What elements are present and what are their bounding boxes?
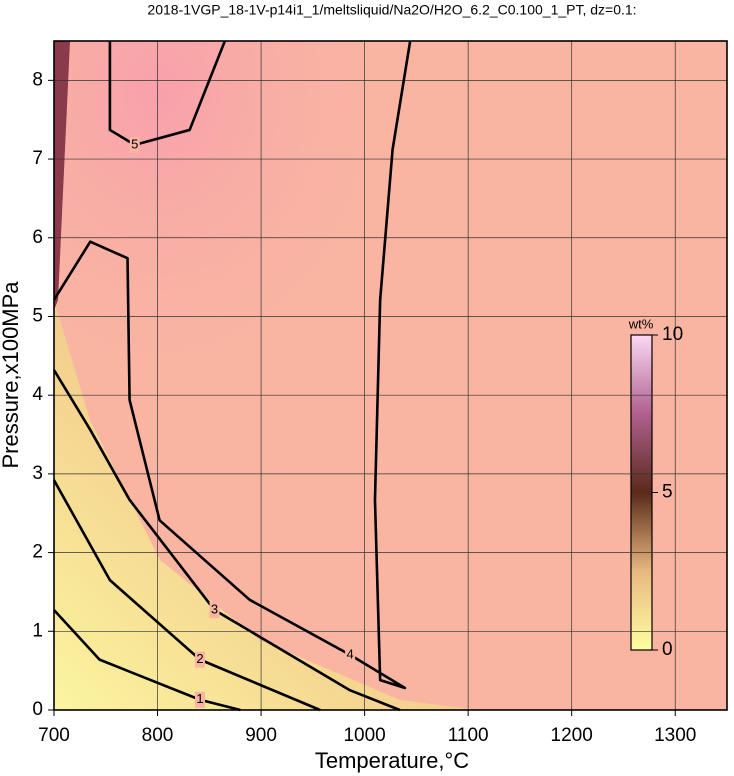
- contour-label-bg: [194, 691, 205, 708]
- chart-title: 2018-1VGP_18-1V-p14i1_1/meltsliquid/Na2O…: [147, 2, 636, 18]
- colorbar-tick-label: 5: [662, 482, 673, 503]
- x-tick-label: 1100: [448, 725, 489, 746]
- contour-label-bg: [209, 602, 220, 619]
- y-tick-label: 6: [32, 227, 43, 248]
- y-tick-label: 3: [32, 463, 43, 484]
- contour-label-bg: [345, 646, 356, 663]
- contour-label: 1: [196, 691, 203, 706]
- x-tick-label: 900: [245, 725, 277, 746]
- y-axis-label: Pressure,x100MPa: [0, 281, 23, 469]
- x-tick-label: 700: [38, 725, 70, 746]
- y-tick-label: 5: [32, 305, 43, 326]
- y-tick-label: 4: [32, 384, 43, 405]
- y-tick-label: 0: [32, 699, 43, 720]
- colorbar-tick-label: 10: [662, 324, 683, 345]
- contour-label-bg: [129, 136, 140, 153]
- x-tick-label: 1000: [343, 725, 385, 746]
- x-tick-label: 800: [142, 725, 174, 746]
- colorbar-label: wt%: [628, 316, 654, 331]
- y-tick-label: 2: [32, 542, 43, 563]
- x-tick-label: 1300: [654, 725, 696, 746]
- contour-line: [52, 479, 321, 712]
- field: [54, 41, 727, 710]
- contour-label: 5: [131, 136, 138, 151]
- x-axis-label: Temperature,°C: [315, 748, 469, 773]
- contour-label: 4: [347, 646, 354, 661]
- contour-label: 3: [211, 601, 218, 616]
- colorbar: [630, 334, 653, 651]
- contour-line: [53, 609, 241, 712]
- plot-frame: [53, 40, 728, 711]
- y-tick-label: 1: [32, 620, 43, 641]
- contour-label: 2: [196, 651, 203, 666]
- contour-label-bg: [194, 651, 205, 668]
- x-tick-label: 1200: [551, 725, 593, 746]
- y-tick-label: 7: [32, 148, 43, 169]
- contour-line: [52, 369, 401, 712]
- colorbar-tick-label: 0: [662, 639, 673, 660]
- y-tick-label: 8: [32, 69, 43, 90]
